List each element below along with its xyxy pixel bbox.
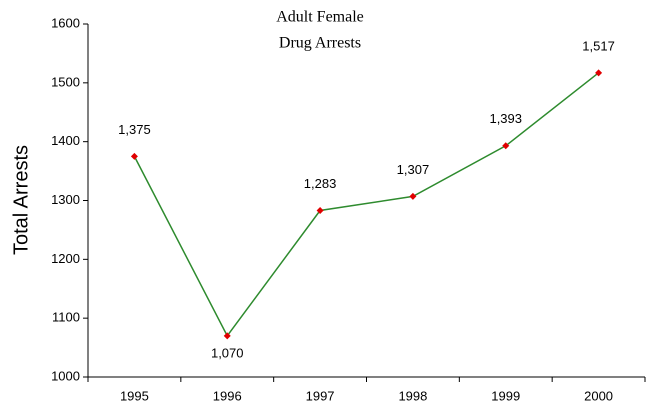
y-axis-label: Total Arrests	[10, 145, 32, 255]
point-marker	[409, 192, 417, 200]
series-line	[133, 72, 600, 338]
point-marker	[223, 332, 231, 340]
point-marker	[502, 142, 510, 150]
y-tick-label: 1100	[52, 310, 80, 325]
data-label: 1,307	[397, 162, 430, 177]
x-tick-label: 1997	[306, 388, 335, 403]
x-tick-label: 2000	[584, 388, 613, 403]
data-label: 1,375	[118, 122, 151, 137]
y-tick-label: 1500	[51, 74, 80, 89]
x-tick-label: 1998	[398, 388, 427, 403]
data-label: 1,517	[582, 38, 615, 53]
x-tick-label: 1999	[491, 388, 520, 403]
point-marker	[316, 207, 324, 215]
data-label: 1,393	[489, 111, 522, 126]
point-marker	[130, 152, 138, 160]
chart-title: Adult Female	[276, 9, 364, 26]
x-tick-label: 1995	[120, 388, 149, 403]
y-tick-label: 1200	[51, 251, 80, 266]
y-tick-label: 1300	[51, 192, 80, 207]
x-tick-label: 1996	[213, 388, 242, 403]
y-tick-label: 1400	[51, 133, 80, 148]
y-tick-label: 1000	[51, 368, 80, 383]
data-label: 1,070	[211, 345, 244, 360]
data-label: 1,283	[304, 176, 337, 191]
point-marker	[595, 69, 603, 77]
y-tick-label: 1600	[51, 15, 80, 30]
chart-title: Drug Arrests	[279, 35, 361, 52]
